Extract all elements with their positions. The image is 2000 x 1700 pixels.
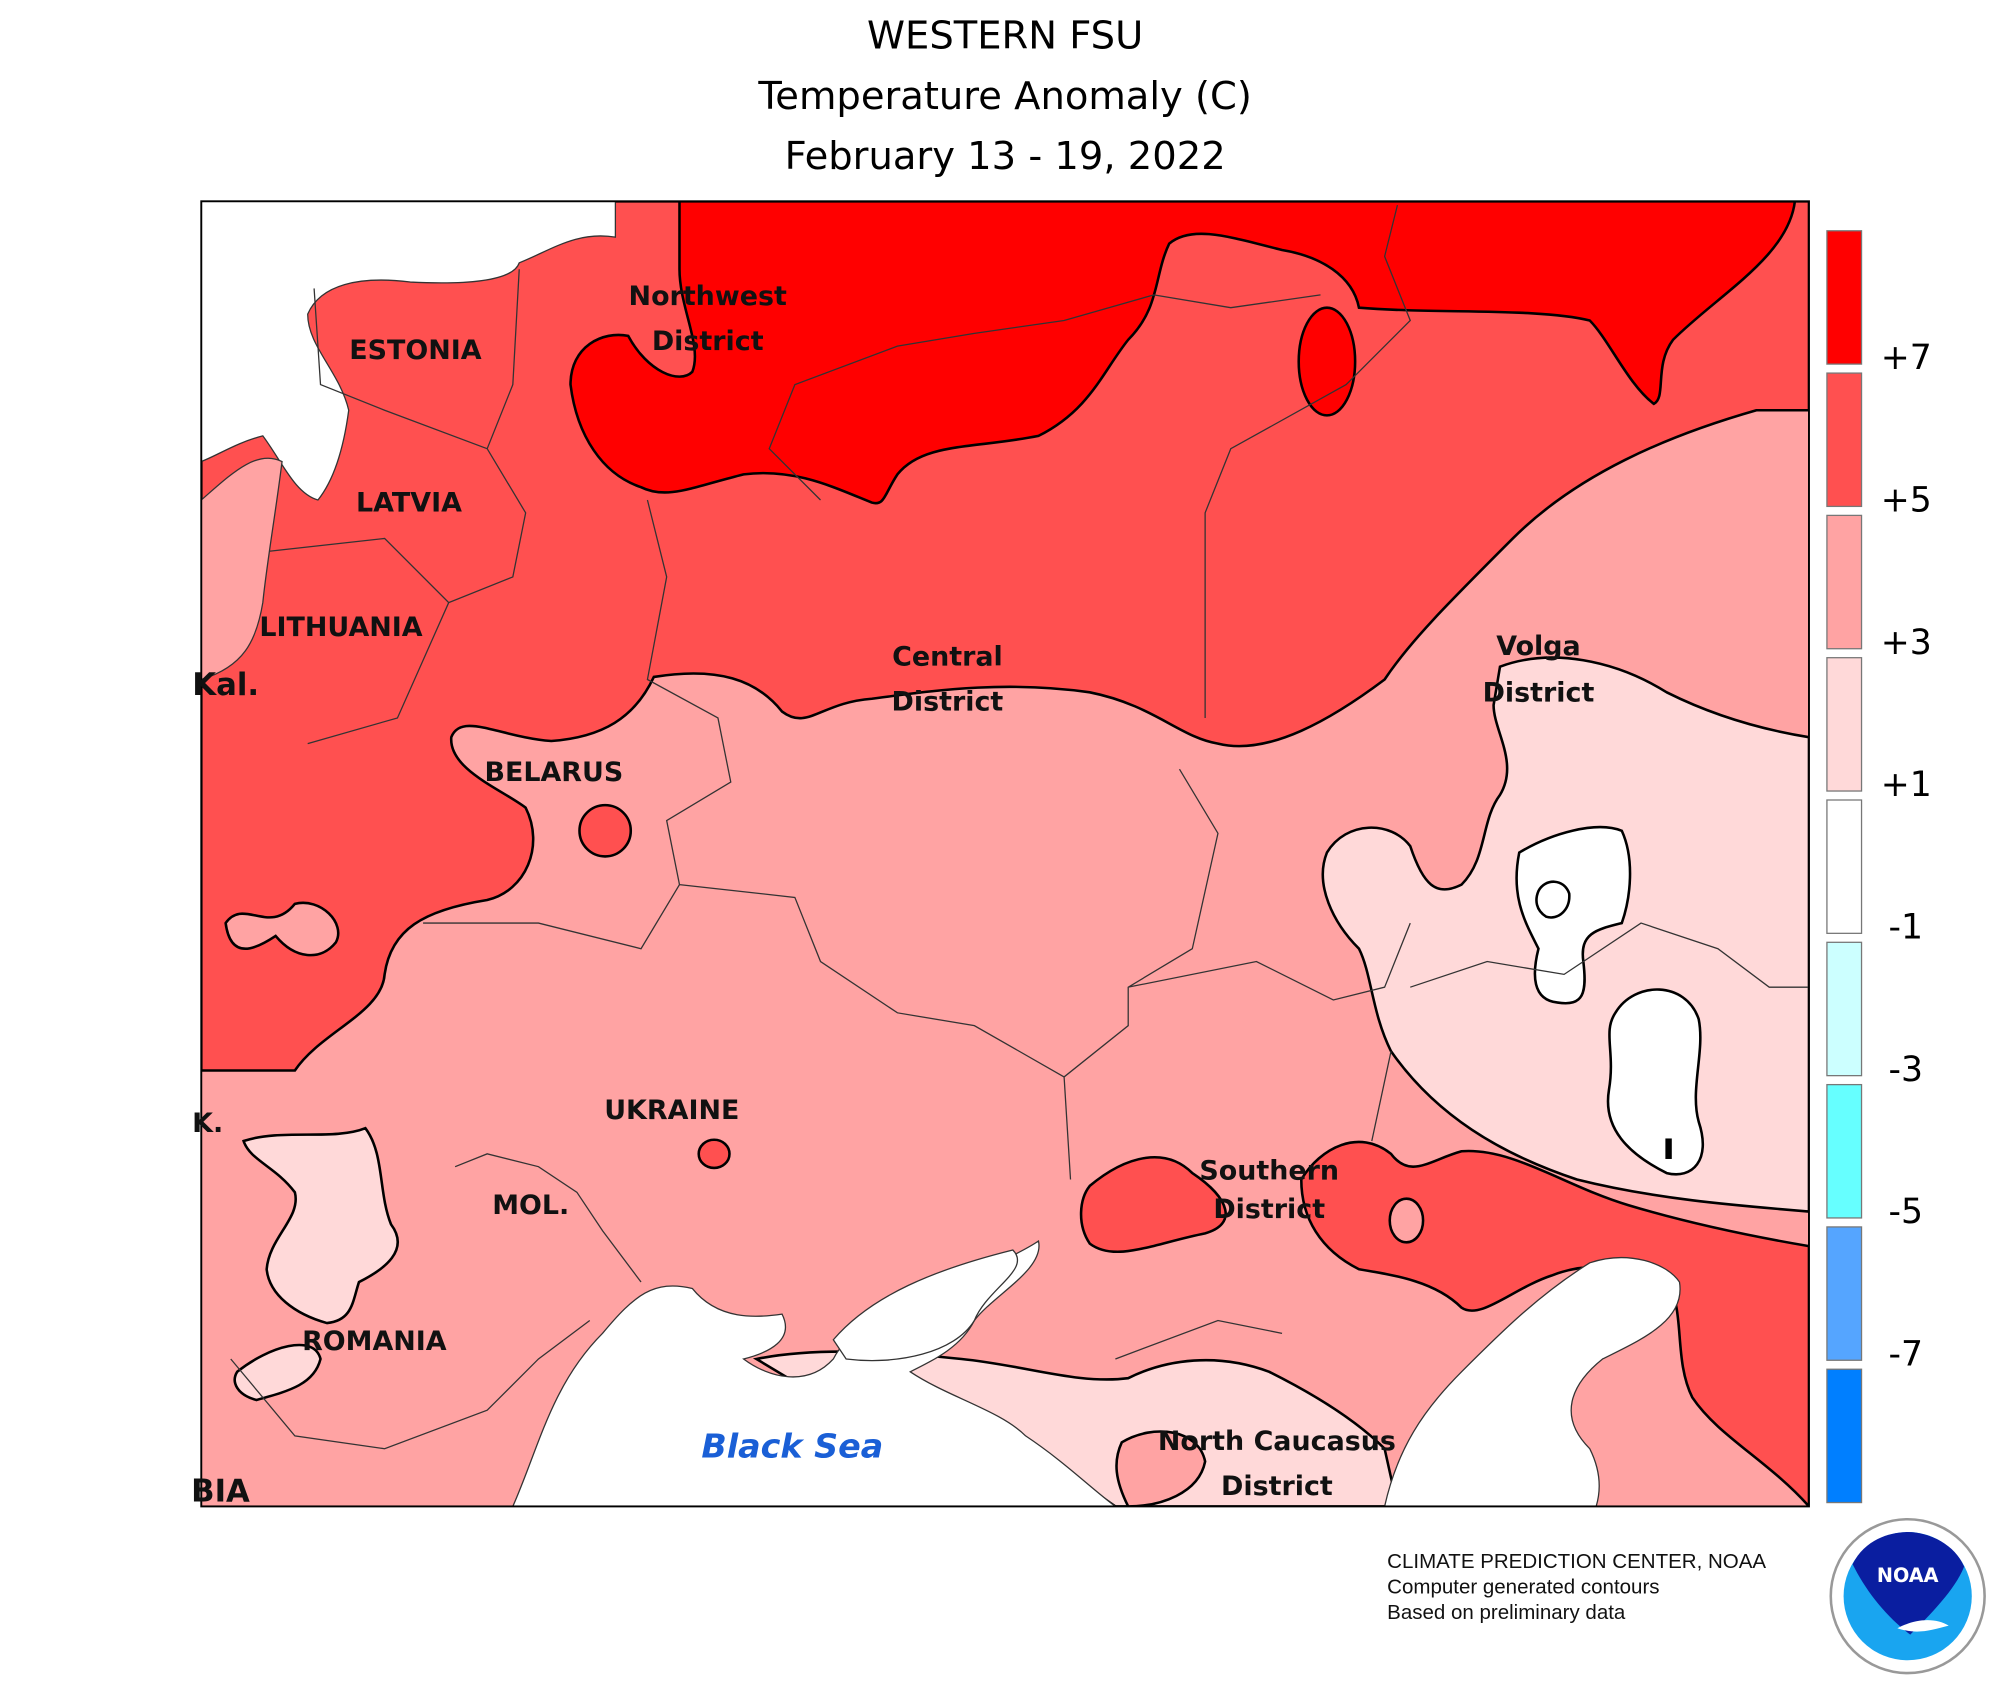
legend-label: +7: [1881, 338, 1932, 378]
label-northwest-district-2: District: [652, 326, 764, 357]
label-volga-district-1: Volga: [1496, 631, 1580, 662]
label-edge-bia: BIA: [191, 1473, 250, 1509]
label-southern-district-2: District: [1213, 1194, 1325, 1225]
anomaly-above-7-north: [569, 201, 1797, 505]
legend-label: +5: [1881, 481, 1932, 521]
title-region: WESTERN FSU: [867, 14, 1143, 59]
credit-line-3: Based on preliminary data: [1387, 1601, 1626, 1624]
anomaly-3-to-5-coast: [201, 457, 283, 681]
sea-of-azov: [832, 1249, 1019, 1362]
label-central-district-2: District: [892, 686, 1004, 717]
label-ukraine: UKRAINE: [604, 1095, 739, 1126]
label-lithuania: LITHUANIA: [259, 612, 422, 643]
color-legend: +7 +5 +3 +1 -1 -3 -5 -7: [1826, 230, 1932, 1504]
anomaly-5-to-7-southern-east: [1299, 1140, 1809, 1507]
credit-line-2: Computer generated contours: [1387, 1576, 1659, 1599]
contour-local-min: [1535, 880, 1571, 919]
label-north-caucasus-district-1: North Caucasus: [1158, 1426, 1396, 1457]
legend-label: +3: [1881, 623, 1932, 663]
legend-label: -3: [1888, 1050, 1923, 1090]
noaa-logo-text: NOAA: [1877, 1564, 1939, 1587]
label-moldova: MOL.: [492, 1190, 569, 1221]
title-variable: Temperature Anomaly (C): [757, 74, 1252, 119]
label-northwest-district-1: Northwest: [629, 281, 787, 312]
anomaly-5-to-7-southern-west: [1079, 1155, 1227, 1254]
noaa-logo: NOAA: [1829, 1517, 1986, 1675]
legend-label: +1: [1881, 765, 1932, 805]
map-frame: [200, 200, 1810, 1508]
credit-line-1: CLIMATE PREDICTION CENTER, NOAA: [1387, 1550, 1766, 1573]
anomaly-3-to-5-pocket-caucasus: [1115, 1430, 1207, 1507]
legend-swatch: [1826, 941, 1863, 1077]
map-area: [201, 201, 1809, 1507]
legend-swatch: [1826, 1226, 1863, 1361]
label-black-sea: Black Sea: [701, 1427, 883, 1466]
anomaly-neutral-volga-pocket-2: [1606, 988, 1705, 1176]
label-latvia: LATVIA: [356, 488, 462, 519]
label-volga-district-2: District: [1483, 677, 1595, 708]
legend-swatch: [1826, 1368, 1863, 1504]
anomaly-3-to-5-pocket-south: [1388, 1197, 1425, 1244]
title-date: February 13 - 19, 2022: [785, 134, 1226, 179]
legend-swatch: [1826, 514, 1863, 650]
label-estonia: ESTONIA: [349, 335, 482, 366]
anomaly-1-to-3-romania: [241, 1126, 399, 1325]
anomaly-5-to-7-belarus-pocket: [578, 803, 633, 858]
anomaly-3-to-5-pocket-west: [224, 901, 340, 957]
baltic-sea: [201, 201, 617, 501]
label-belarus: BELARUS: [484, 757, 623, 788]
legend-swatch: [1826, 372, 1863, 508]
label-north-caucasus-district-2: District: [1221, 1471, 1333, 1502]
anomaly-above-7-pocket: [1297, 306, 1357, 417]
legend-label: -7: [1888, 1334, 1923, 1374]
caspian-sea: [1383, 1257, 1681, 1507]
legend-swatch: [1826, 1083, 1863, 1219]
legend-swatch: [1826, 230, 1863, 365]
label-edge-k: K.: [192, 1108, 223, 1139]
anomaly-1-to-3-pocket-sw: [233, 1343, 322, 1402]
label-kaliningrad: Kal.: [192, 667, 259, 703]
contour-mark: [1665, 1138, 1672, 1159]
anomaly-5-to-7-ukraine-pocket: [697, 1138, 731, 1170]
country-borders: [230, 204, 1809, 1450]
legend-label: -5: [1888, 1192, 1923, 1232]
label-romania: ROMANIA: [302, 1326, 447, 1357]
legend-label: -1: [1888, 907, 1923, 947]
legend-swatch: [1826, 799, 1863, 934]
legend-swatch: [1826, 657, 1863, 792]
label-southern-district-1: Southern: [1199, 1155, 1339, 1186]
label-central-district-1: Central: [892, 641, 1003, 672]
